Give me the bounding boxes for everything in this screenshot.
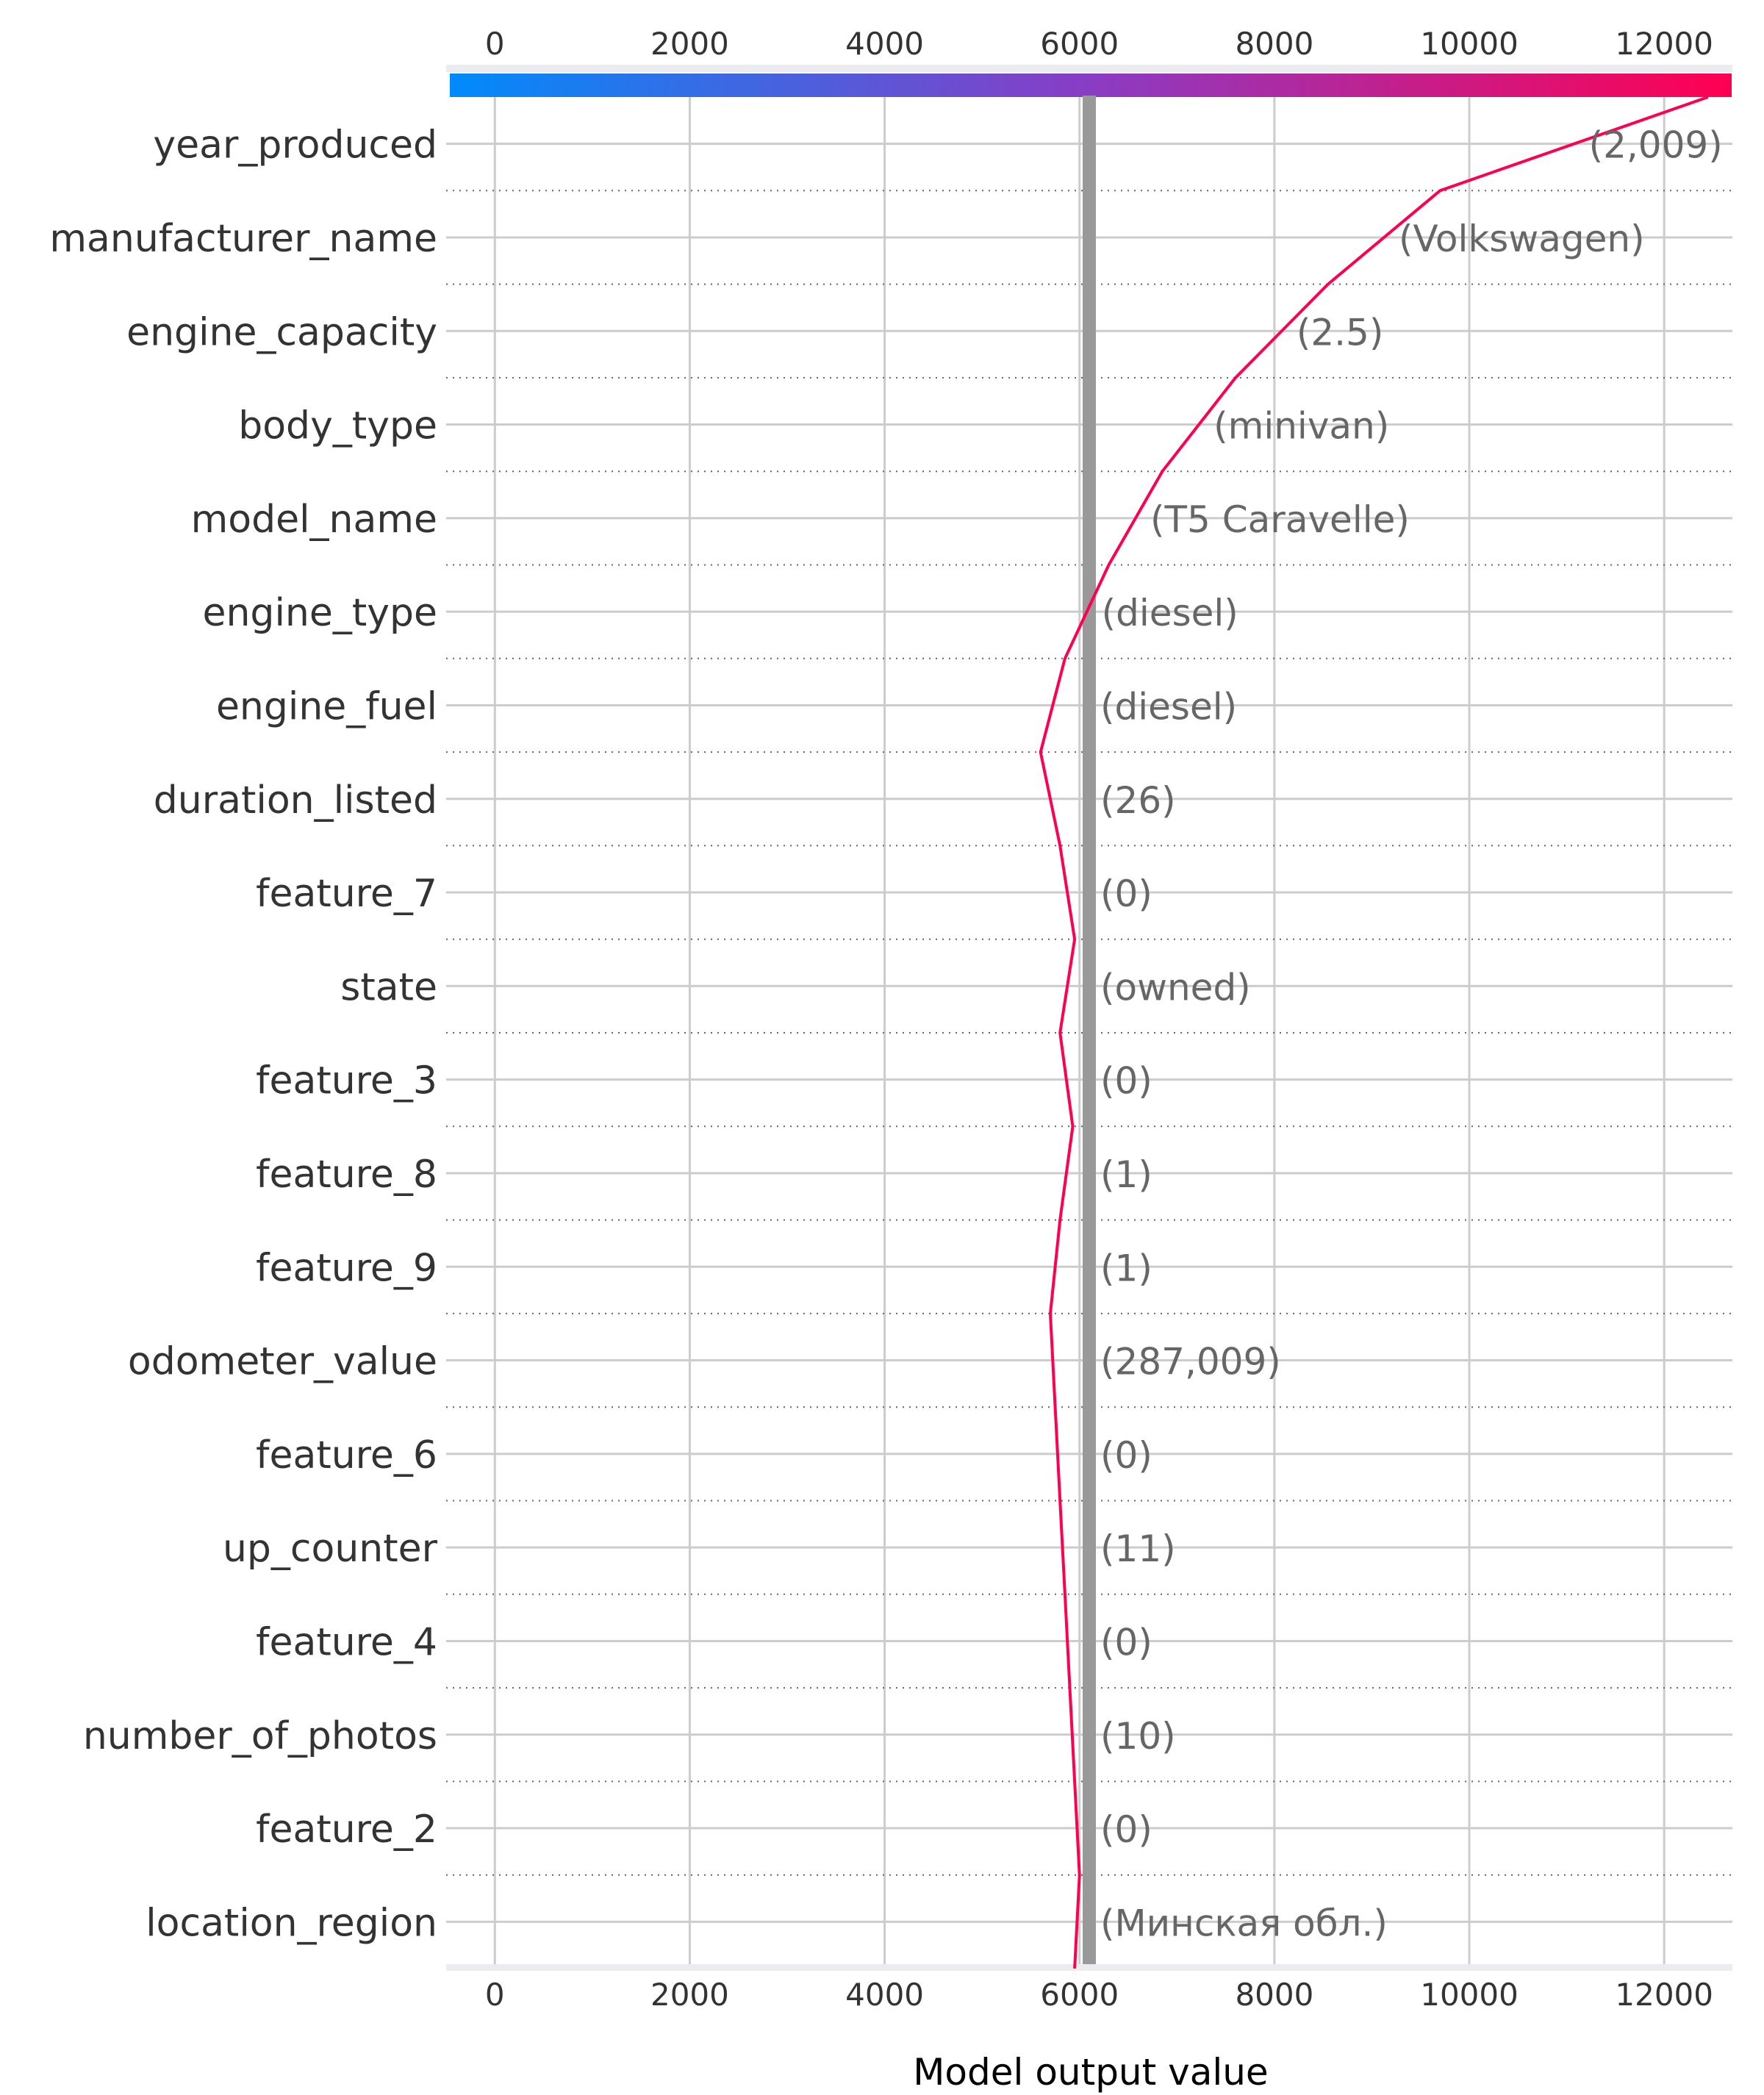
feature-value-label: (minivan) <box>1213 405 1389 448</box>
series-line-layer <box>1039 96 1709 1969</box>
top-axis: 0 2000 4000 6000 8000 10000 12000 <box>485 26 1713 62</box>
top-tick-label: 12000 <box>1615 26 1713 62</box>
feature-value-label: (2,009) <box>1589 124 1723 167</box>
feature-label: engine_fuel <box>216 684 437 728</box>
feature-label: engine_capacity <box>126 310 437 354</box>
feature-label: feature_9 <box>256 1246 437 1290</box>
feature-value-label: (T5 Caravelle) <box>1150 498 1410 541</box>
feature-label: feature_2 <box>256 1808 437 1852</box>
feature-value-label: (0) <box>1100 1434 1152 1477</box>
colorbar <box>450 74 1732 97</box>
bottom-tick-label: 12000 <box>1615 1977 1713 2013</box>
top-frame <box>446 65 1732 72</box>
feature-label: state <box>340 965 437 1009</box>
feature-value-label: (1) <box>1100 1247 1152 1289</box>
feature-value-label: (0) <box>1100 1060 1152 1103</box>
top-tick-label: 10000 <box>1420 26 1519 62</box>
feature-value-label: (0) <box>1100 1808 1152 1851</box>
feature-value-label: (287,009) <box>1100 1341 1281 1383</box>
bottom-tick-label: 8000 <box>1235 1977 1313 2013</box>
top-tick-label: 0 <box>485 26 505 62</box>
decision-path-line <box>1039 96 1709 1969</box>
feature-value-label: (diesel) <box>1102 592 1238 634</box>
feature-value-label: (owned) <box>1100 966 1251 1009</box>
feature-value-label: (11) <box>1100 1528 1176 1570</box>
feature-value-label: (Volkswagen) <box>1399 218 1645 260</box>
bottom-axis: 0 2000 4000 6000 8000 10000 12000 <box>485 1977 1713 2013</box>
feature-label: feature_8 <box>256 1153 437 1197</box>
feature-label: feature_7 <box>256 872 437 916</box>
feature-value-label: (10) <box>1100 1715 1176 1758</box>
bottom-tick-label: 6000 <box>1040 1977 1119 2013</box>
feature-labels: year_produced manufacturer_name engine_cap… <box>49 123 437 1946</box>
bottom-tick-label: 2000 <box>650 1977 729 2013</box>
top-tick-label: 2000 <box>650 26 729 62</box>
feature-label: body_type <box>238 404 437 448</box>
feature-label: year_produced <box>153 123 437 168</box>
feature-label: odometer_value <box>128 1340 437 1384</box>
feature-label: duration_listed <box>154 778 437 823</box>
feature-value-label: (1) <box>1100 1153 1152 1196</box>
feature-label: number_of_photos <box>83 1714 437 1758</box>
feature-value-label: (0) <box>1100 1621 1152 1664</box>
feature-value-label: (2.5) <box>1297 311 1384 354</box>
feature-label: feature_3 <box>256 1059 437 1103</box>
x-axis-title: Model output value <box>913 2051 1268 2094</box>
feature-value-label: (0) <box>1100 873 1152 915</box>
feature-value-label: (Минская обл.) <box>1100 1902 1388 1944</box>
feature-label: manufacturer_name <box>49 217 437 261</box>
feature-label: up_counter <box>223 1527 438 1571</box>
feature-label: engine_type <box>202 591 437 635</box>
top-tick-label: 8000 <box>1235 26 1313 62</box>
bottom-tick-label: 10000 <box>1420 1977 1519 2013</box>
bottom-tick-label: 0 <box>485 1977 505 2013</box>
feature-value-label: (diesel) <box>1100 685 1237 728</box>
top-tick-label: 6000 <box>1040 26 1119 62</box>
feature-label: feature_6 <box>256 1433 437 1478</box>
feature-value-label: (26) <box>1100 779 1176 822</box>
feature-label: feature_4 <box>256 1620 437 1664</box>
bottom-tick-label: 4000 <box>845 1977 924 2013</box>
bottom-frame <box>446 1964 1732 1971</box>
top-tick-label: 4000 <box>845 26 924 62</box>
value-labels: (2,009) (Volkswagen) (2.5) (minivan) (T5 Car… <box>1100 124 1723 1945</box>
feature-label: location_region <box>146 1901 437 1945</box>
feature-label: model_name <box>191 498 437 542</box>
